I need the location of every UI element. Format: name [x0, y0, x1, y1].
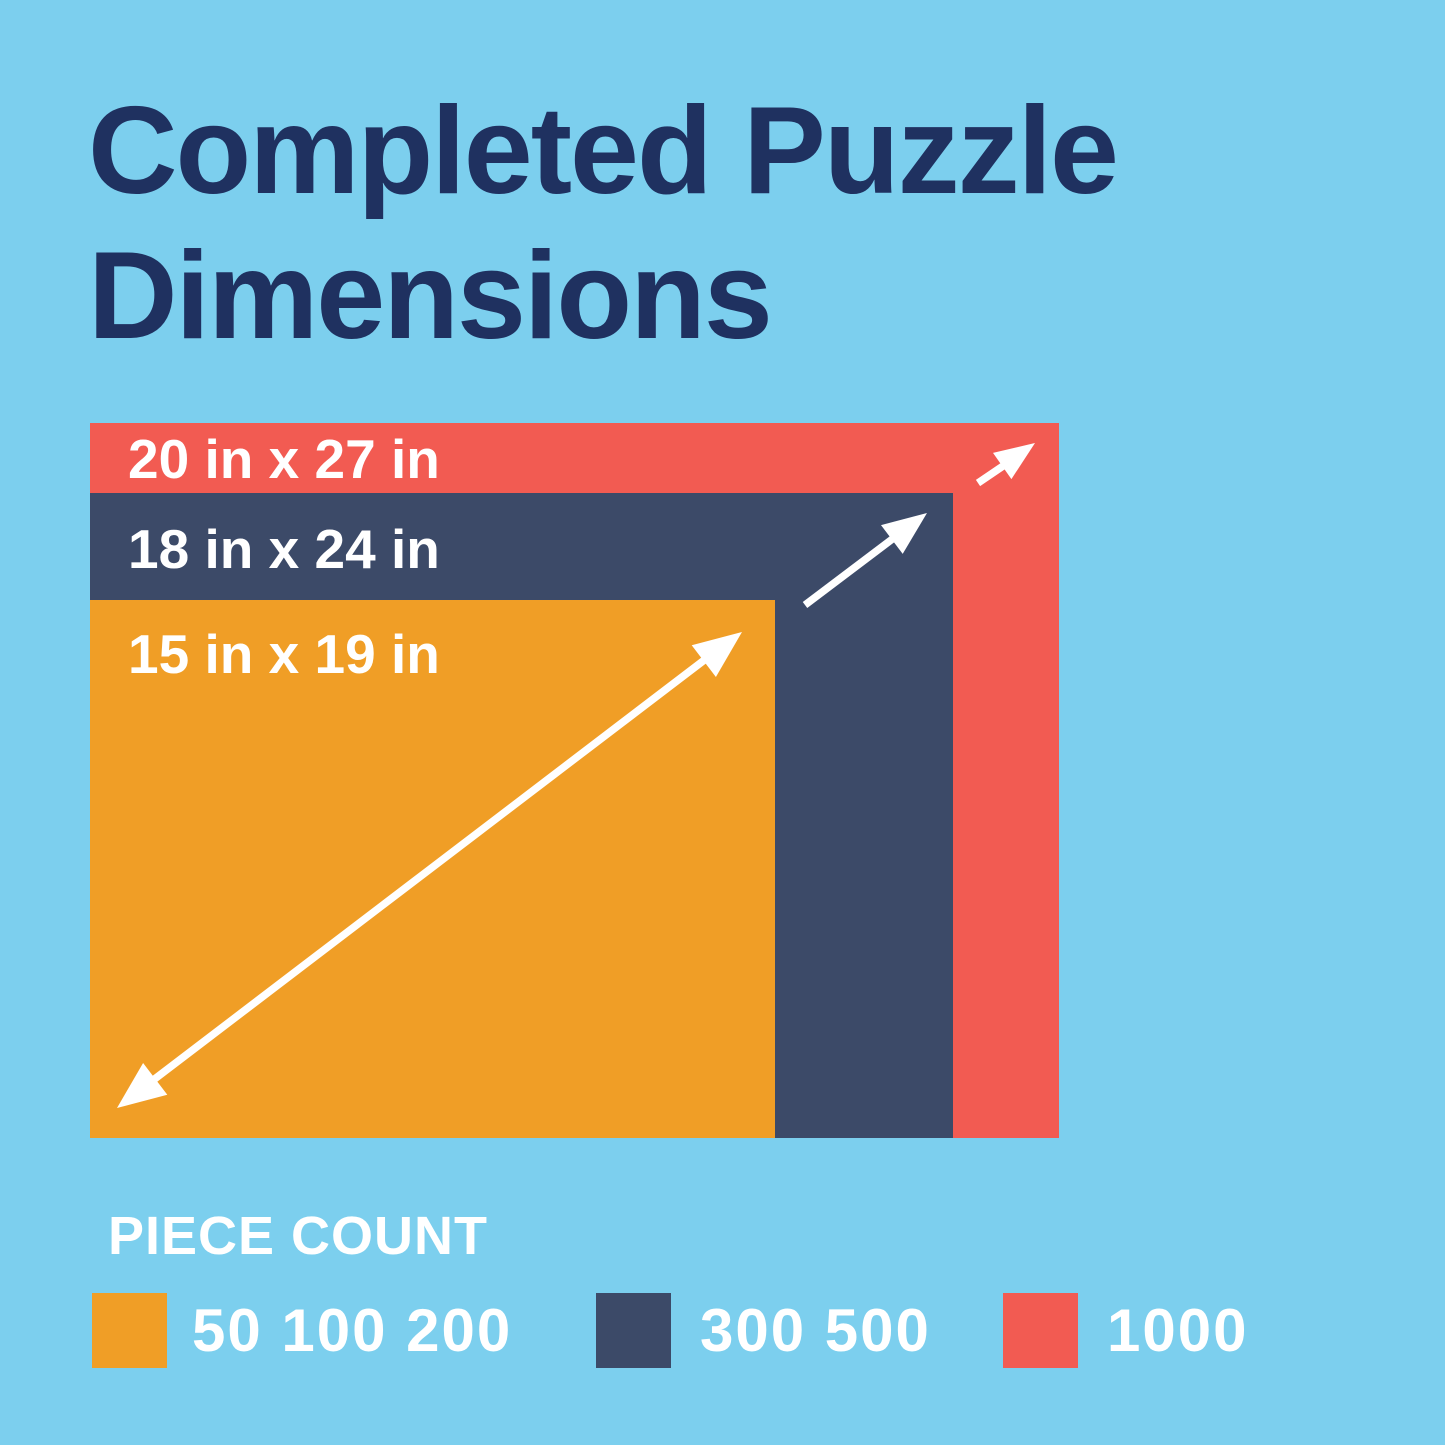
- legend-title: PIECE COUNT: [108, 1206, 489, 1266]
- legend-label-1000: 1000: [1107, 1297, 1249, 1364]
- legend-swatch-red: [1003, 1293, 1078, 1368]
- dimension-label-1000-pieces: 20 in x 27 in: [128, 428, 440, 490]
- page-title-line-2: Dimensions: [88, 227, 773, 365]
- legend-label-50-100-200: 50 100 200: [192, 1297, 513, 1364]
- page-title-line-1: Completed Puzzle: [88, 82, 1119, 220]
- dimension-label-50-100-200-pieces: 15 in x 19 in: [128, 623, 440, 685]
- page-title: Completed Puzzle Dimensions: [88, 79, 1119, 369]
- legend-label-300-500: 300 500: [700, 1297, 931, 1364]
- dimension-label-300-500-pieces: 18 in x 24 in: [128, 518, 440, 580]
- legend-swatch-navy: [596, 1293, 671, 1368]
- legend-swatch-orange: [92, 1293, 167, 1368]
